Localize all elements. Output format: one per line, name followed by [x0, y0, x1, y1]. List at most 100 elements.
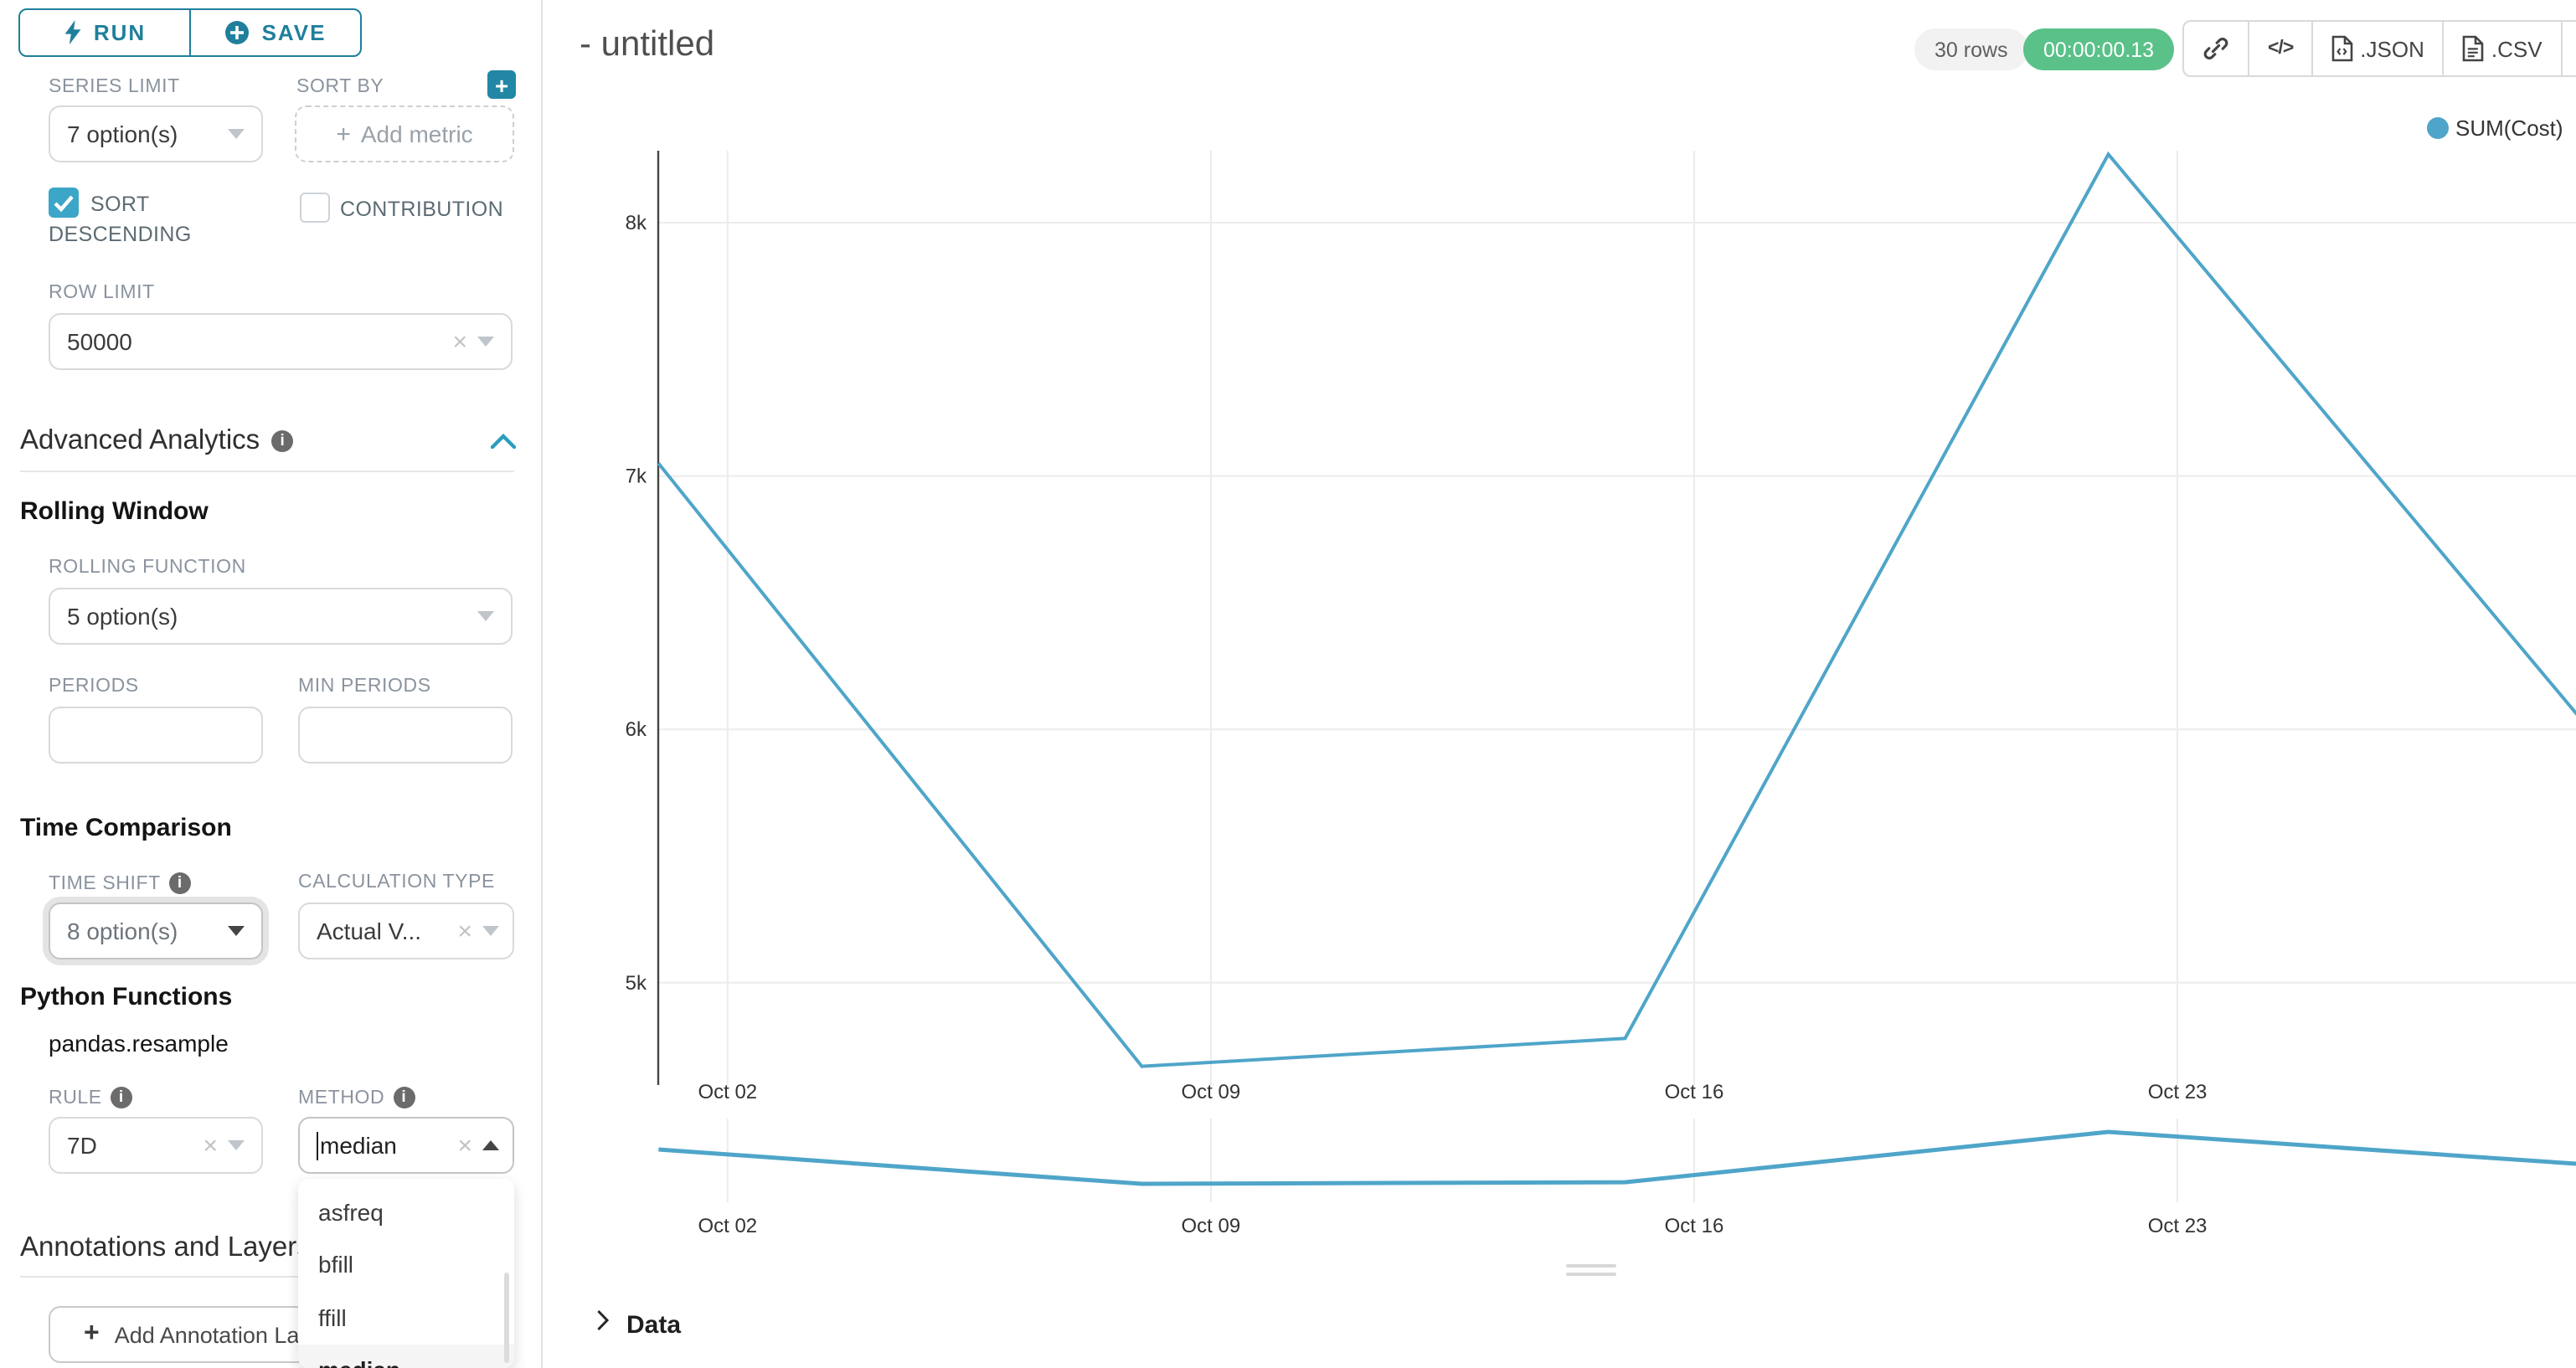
chevron-right-icon[interactable] — [596, 1309, 610, 1331]
clear-icon[interactable]: × — [452, 327, 467, 356]
info-icon[interactable]: i — [271, 430, 294, 452]
mini-series-line — [658, 1129, 2576, 1186]
annotations-title: Annotations and Layers — [20, 1232, 311, 1263]
chart-title[interactable]: - untitled — [580, 25, 715, 64]
mini-x-axis-tick-label: Oct 09 — [1182, 1215, 1241, 1237]
section-divider — [20, 1276, 514, 1278]
add-metric-placeholder: Add metric — [360, 121, 473, 147]
y-axis-tick-label: 6k — [626, 718, 647, 741]
rolling-function-value: 5 option(s) — [67, 603, 178, 630]
row-limit-value: 50000 — [67, 328, 132, 355]
query-timer-badge: 00:00:00.13 — [2023, 28, 2175, 70]
mini-x-axis-tick-label: Oct 02 — [698, 1215, 757, 1237]
data-panel-resize-handle[interactable] — [1566, 1264, 1616, 1281]
chevron-down-icon — [228, 129, 245, 139]
plus-icon: + — [336, 120, 351, 148]
periods-input[interactable] — [49, 707, 263, 764]
code-icon: </> — [2268, 39, 2294, 59]
export-csv-button[interactable]: .CSV — [2442, 22, 2561, 75]
more-menu-button[interactable] — [2560, 22, 2576, 75]
time-shift-label-row: TIME SHIFT i — [49, 872, 191, 894]
run-button[interactable]: RUN — [20, 10, 189, 55]
min-periods-label: MIN PERIODS — [298, 676, 431, 697]
y-axis-tick-label: 5k — [626, 972, 647, 995]
chart-legend[interactable]: SUM(Cost) — [2427, 116, 2563, 141]
add-metric-plus-button[interactable]: + — [487, 70, 516, 99]
series-limit-label: SERIES LIMIT — [49, 77, 180, 97]
pandas-resample-label: pandas.resample — [49, 1030, 229, 1057]
save-button[interactable]: SAVE — [189, 10, 360, 55]
sort-descending-label-line1: SORT — [90, 193, 150, 216]
rule-select[interactable]: 7D × — [49, 1117, 263, 1174]
method-label-row: METHOD i — [298, 1087, 415, 1108]
data-panel-title[interactable]: Data — [626, 1311, 682, 1340]
section-divider — [20, 471, 514, 472]
time-shift-value: 8 option(s) — [67, 918, 178, 944]
rolling-function-label: ROLLING FUNCTION — [49, 558, 246, 578]
add-annotation-label: Add Annotation Layer — [114, 1322, 331, 1347]
info-icon[interactable]: i — [168, 872, 191, 894]
periods-label: PERIODS — [49, 676, 139, 697]
method-value: median — [320, 1132, 397, 1159]
rolling-window-title: Rolling Window — [20, 497, 209, 526]
calculation-type-select[interactable]: Actual V... × — [298, 903, 514, 959]
rule-label: RULE — [49, 1088, 102, 1108]
series-limit-select[interactable]: 7 option(s) — [49, 105, 263, 162]
dropdown-option-median[interactable]: median — [298, 1344, 514, 1368]
dropdown-option-ffill[interactable]: ffill — [318, 1304, 347, 1331]
clear-icon[interactable]: × — [457, 917, 472, 945]
rolling-function-select[interactable]: 5 option(s) — [49, 588, 513, 645]
rule-label-row: RULE i — [49, 1087, 132, 1108]
dropdown-option-bfill[interactable]: bfill — [318, 1251, 354, 1278]
info-icon[interactable]: i — [110, 1087, 132, 1108]
min-periods-input[interactable] — [298, 707, 513, 764]
legend-series-label: SUM(Cost) — [2455, 116, 2563, 141]
check-icon — [54, 195, 74, 213]
series-line-SUM(Cost) — [657, 151, 2576, 1068]
y-axis-tick-label: 8k — [626, 212, 647, 234]
y-axis-tick-label: 7k — [626, 465, 647, 488]
run-save-button-group: RUN SAVE — [18, 8, 362, 57]
time-comparison-title: Time Comparison — [20, 814, 232, 842]
export-json-button[interactable]: .JSON — [2311, 22, 2443, 75]
embed-code-button[interactable]: </> — [2248, 22, 2311, 75]
run-button-label: RUN — [93, 20, 147, 45]
info-icon[interactable]: i — [393, 1087, 415, 1108]
time-shift-select[interactable]: 8 option(s) — [49, 903, 263, 959]
x-axis-tick-label: Oct 09 — [1182, 1081, 1241, 1103]
method-select[interactable]: median × — [298, 1117, 514, 1174]
clear-icon[interactable]: × — [203, 1131, 218, 1160]
control-panel-sidebar: RUN SAVE SERIES LIMIT SORT BY + 7 option… — [0, 0, 541, 1368]
legend-dot-icon — [2427, 117, 2449, 139]
chevron-up-icon[interactable] — [491, 434, 516, 449]
sort-by-add-metric[interactable]: + Add metric — [295, 105, 514, 162]
rule-value: 7D — [67, 1132, 97, 1159]
row-limit-select[interactable]: 50000 × — [49, 313, 513, 370]
mini-x-axis-tick-label: Oct 16 — [1665, 1215, 1724, 1237]
lightning-icon — [64, 20, 81, 45]
advanced-analytics-title: Advanced Analytics — [20, 425, 260, 455]
chevron-down-icon — [228, 926, 245, 936]
advanced-analytics-header[interactable]: Advanced Analytics i — [20, 425, 294, 457]
text-cursor — [317, 1131, 318, 1160]
x-axis-tick-label: Oct 02 — [698, 1081, 757, 1103]
copy-link-button[interactable] — [2184, 22, 2248, 75]
calculation-type-label: CALCULATION TYPE — [298, 872, 495, 892]
file-code-icon — [2331, 35, 2353, 62]
contribution-checkbox[interactable] — [300, 193, 330, 223]
chevron-down-icon — [477, 611, 494, 621]
dropdown-option-asfreq[interactable]: asfreq — [318, 1198, 384, 1226]
export-json-label: .JSON — [2360, 36, 2424, 61]
chevron-down-icon — [482, 926, 499, 936]
sort-descending-checkbox[interactable] — [49, 188, 79, 218]
time-shift-label: TIME SHIFT — [49, 873, 161, 893]
chevron-down-icon — [228, 1140, 245, 1150]
calculation-type-value: Actual V... — [317, 918, 422, 944]
chart-actions-toolbar: </> .JSON .CSV — [2182, 20, 2576, 77]
method-dropdown-list: asfreq bfill ffill median — [298, 1179, 514, 1368]
save-button-label: SAVE — [261, 20, 327, 45]
clear-icon[interactable]: × — [457, 1131, 472, 1160]
dropdown-scrollbar[interactable] — [503, 1273, 509, 1363]
sort-descending-label-line2: DESCENDING — [49, 223, 192, 246]
